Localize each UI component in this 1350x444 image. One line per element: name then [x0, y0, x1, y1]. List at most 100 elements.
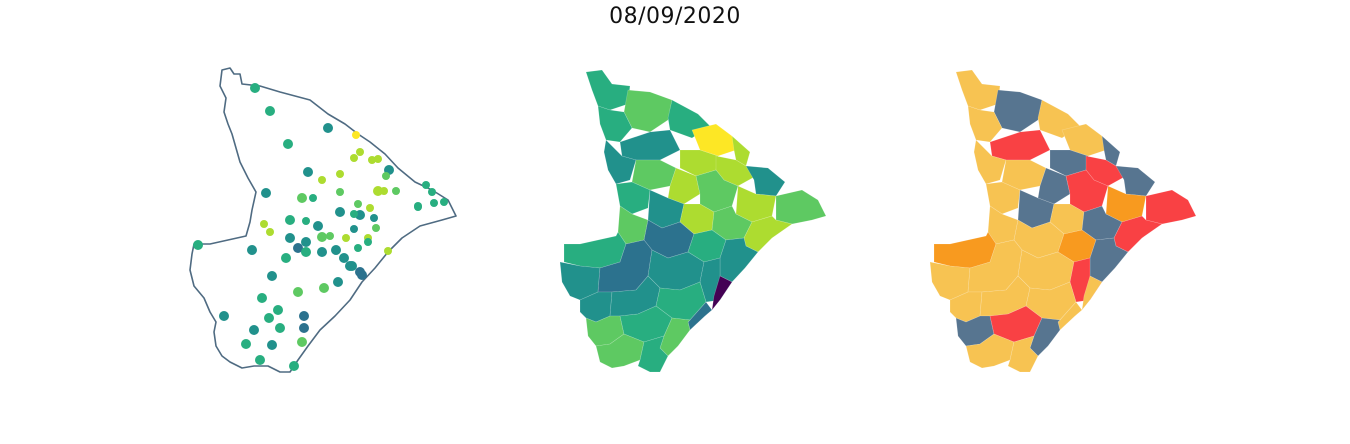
scatter-point: [303, 167, 313, 177]
scatter-point: [430, 199, 438, 207]
scatter-point: [428, 188, 436, 196]
scatter-point: [249, 325, 259, 335]
points-map-panel: [189, 67, 457, 373]
scatter-point: [336, 170, 344, 178]
scatter-point: [309, 194, 317, 202]
scatter-point: [275, 323, 285, 333]
municipality-region: [745, 165, 786, 197]
municipality-region: [973, 139, 1007, 185]
scatter-point: [350, 210, 358, 218]
scatter-point: [318, 176, 326, 184]
municipality-region: [989, 129, 1051, 161]
scatter-point: [382, 172, 390, 180]
municipality-region: [967, 105, 1003, 143]
scatter-point: [374, 155, 382, 163]
municipality-region: [933, 231, 997, 269]
scatter-point: [293, 287, 303, 297]
municipality-region: [585, 69, 631, 111]
scatter-point: [285, 233, 295, 243]
municipality-region: [603, 139, 637, 185]
scatter-point: [326, 232, 334, 240]
scatter-point: [347, 261, 357, 271]
scatter-point: [319, 283, 329, 293]
municipality-region: [711, 275, 733, 312]
municipality-region: [1145, 189, 1197, 225]
municipality-region: [637, 335, 669, 373]
scatter-point: [350, 154, 358, 162]
scatter-point: [339, 253, 349, 263]
choropleth-continuous-panel: [559, 69, 827, 373]
scatter-point: [370, 214, 378, 222]
scatter-point: [283, 139, 293, 149]
scatter-point: [372, 224, 380, 232]
scatter-point: [366, 204, 374, 212]
scatter-point: [354, 200, 362, 208]
municipality-region: [743, 215, 793, 253]
scatter-point: [299, 323, 309, 333]
scatter-point: [297, 193, 307, 203]
scatter-point: [267, 340, 277, 350]
scatter-point: [285, 215, 295, 225]
scatter-point: [384, 247, 392, 255]
scatter-point: [297, 337, 307, 347]
scatter-point: [323, 123, 333, 133]
scatter-point: [289, 361, 299, 371]
scatter-point: [266, 228, 274, 236]
scatter-point: [350, 225, 358, 233]
scatter-point: [354, 244, 362, 252]
municipality-region: [1115, 165, 1156, 197]
scatter-point: [261, 188, 271, 198]
scatter-point: [317, 247, 327, 257]
scatter-point: [193, 240, 203, 250]
scatter-point: [301, 247, 311, 257]
scatter-point: [313, 221, 323, 231]
scatter-point: [241, 339, 251, 349]
municipality-region: [1007, 335, 1039, 373]
scatter-point: [257, 293, 267, 303]
scatter-point: [380, 187, 388, 195]
scatter-point: [317, 232, 327, 242]
scatter-point: [281, 253, 291, 263]
scatter-point: [219, 311, 229, 321]
scatter-point: [260, 220, 268, 228]
scatter-point: [422, 181, 430, 189]
scatter-point: [255, 355, 265, 365]
scatter-point: [368, 156, 376, 164]
scatter-point: [302, 217, 310, 225]
scatter-point: [414, 202, 422, 210]
municipality-region: [1081, 275, 1103, 312]
scatter-point: [250, 83, 260, 93]
scatter-point: [265, 106, 275, 116]
choropleth-regions: [559, 69, 827, 373]
figure-title: 08/09/2020: [609, 4, 741, 29]
scatter-point: [392, 187, 400, 195]
municipality-region: [993, 89, 1043, 133]
municipality-region: [775, 189, 827, 225]
scatter-point: [331, 245, 341, 255]
scatter-point: [267, 271, 277, 281]
scatter-point: [293, 243, 303, 253]
scatter-point: [364, 238, 372, 246]
municipality-region: [619, 129, 681, 161]
state-outline: [189, 67, 457, 373]
scatter-point: [336, 188, 344, 196]
municipality-region: [1113, 215, 1163, 253]
choropleth-regions: [929, 69, 1197, 373]
scatter-point: [273, 305, 283, 315]
municipality-region: [623, 89, 673, 133]
municipality-region: [563, 231, 627, 269]
scatter-point: [335, 207, 345, 217]
scatter-point: [247, 245, 257, 255]
scatter-points: [193, 83, 448, 371]
scatter-point: [356, 148, 364, 156]
scatter-point: [333, 277, 343, 287]
scatter-point: [357, 270, 367, 280]
municipality-region: [597, 105, 633, 143]
scatter-point: [299, 311, 309, 321]
scatter-point: [352, 131, 360, 139]
choropleth-categorical-panel: [929, 69, 1197, 373]
scatter-point: [264, 313, 274, 323]
scatter-point: [301, 237, 311, 247]
scatter-point: [342, 234, 350, 242]
municipality-region: [955, 69, 1001, 111]
